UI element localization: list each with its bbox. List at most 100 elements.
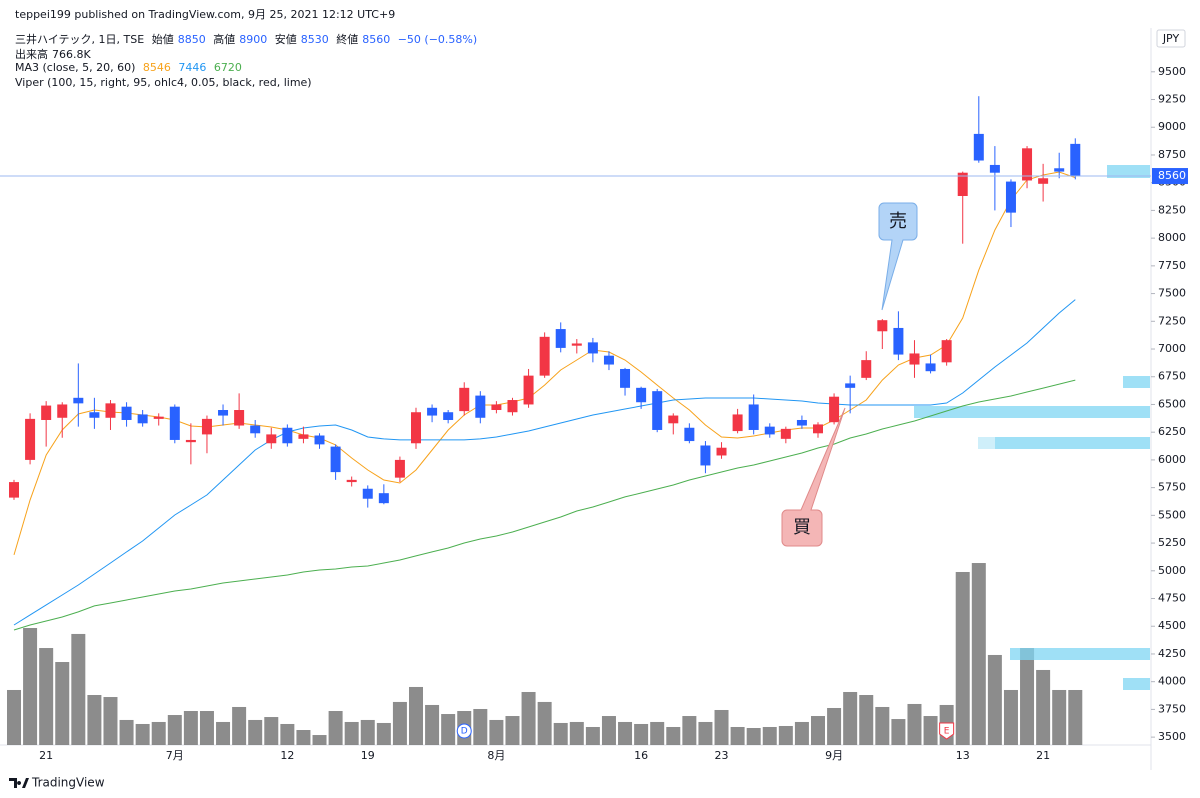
event-marker [939, 722, 955, 740]
y-tick-label: 8250 [1158, 203, 1186, 216]
volume-bar [987, 654, 1002, 745]
symbol-line: 三井ハイテック, 1日, TSE 始値 8850 高値 8900 安値 8530 終値… [15, 31, 481, 47]
ma-value: 8546 [142, 61, 171, 74]
candle-body [716, 447, 727, 456]
y-tick-label: 7000 [1158, 342, 1186, 355]
volume-bar [618, 721, 633, 745]
candle-body [282, 427, 293, 444]
y-tick-label: 5000 [1158, 564, 1186, 577]
candle-body [9, 482, 19, 498]
volume-bar [778, 725, 793, 745]
volume-bar [264, 717, 279, 745]
volume-bar [521, 691, 536, 745]
volume-bar [425, 704, 440, 745]
volume-bar [489, 719, 504, 745]
volume-bar [1052, 689, 1067, 745]
candle-body [636, 387, 647, 403]
zone [1123, 376, 1150, 388]
candle-body [925, 363, 936, 372]
volume-bar [55, 662, 70, 745]
candle-body [507, 400, 518, 413]
logo [9, 778, 29, 788]
volume-bar [119, 719, 134, 745]
volume-bar [891, 719, 906, 745]
x-tick-label: 21 [1036, 749, 1050, 762]
zone [1123, 678, 1150, 690]
volume-bar [232, 706, 247, 745]
ohlc-label: 始値 [151, 33, 174, 46]
candle-body [587, 342, 598, 354]
candle-body [571, 343, 582, 346]
candle-body [427, 407, 438, 416]
y-tick-label: 9000 [1158, 120, 1186, 133]
volume-bar [248, 719, 263, 745]
y-tick-label: 6000 [1158, 453, 1186, 466]
volume-bar [344, 721, 359, 745]
ohlc-label: 安値 [274, 33, 297, 46]
volume-bar [39, 648, 54, 745]
y-tick-label: 4000 [1158, 675, 1186, 688]
y-tick-label: 6250 [1158, 425, 1186, 438]
x-tick-label: 21 [39, 749, 53, 762]
y-tick-label: 3500 [1158, 730, 1186, 743]
candle-body [41, 405, 52, 420]
candle-body [201, 418, 212, 435]
candle-body [813, 424, 823, 434]
volume-bar [859, 695, 874, 745]
volume-bar [296, 730, 311, 745]
volume-bar [843, 691, 858, 745]
x-tick-label: 9月 [825, 749, 843, 762]
callout-text: 買 [793, 517, 811, 538]
volume-bar [553, 722, 568, 745]
x-tick-label: 7月 [166, 749, 184, 762]
volume-bar [730, 726, 745, 745]
volume-bar [441, 714, 456, 745]
volume-bar [280, 723, 295, 745]
y-tick-label: 8750 [1158, 148, 1186, 161]
volume-bar [312, 735, 327, 745]
y-tick-label: 7500 [1158, 287, 1186, 300]
volume-bar [71, 633, 86, 745]
x-tick-label: 16 [634, 749, 648, 762]
volume-bar [971, 563, 986, 745]
volume-bar [650, 721, 665, 745]
y-tick-label: 9250 [1158, 93, 1186, 106]
x-tick-label: 12 [280, 749, 294, 762]
volume-bar [376, 722, 391, 745]
volume-value: 766.8K [52, 48, 91, 61]
y-tick-label: 9500 [1158, 65, 1186, 78]
candle-body [941, 340, 952, 363]
event-marker [456, 723, 472, 739]
callout-shape [878, 202, 918, 311]
volume-bar [7, 689, 21, 745]
ma-value: 6720 [213, 61, 242, 74]
volume-bar [634, 723, 649, 745]
volume-bar [151, 721, 166, 745]
candle-body [668, 415, 679, 424]
volume-bar [827, 707, 842, 745]
candle-body [973, 133, 984, 161]
sell-callout: 売 [878, 202, 918, 311]
candle-body [137, 414, 148, 424]
volume-bar [875, 706, 890, 745]
volume-bar [473, 708, 488, 745]
candle-body [411, 412, 421, 444]
x-tick-label: 13 [956, 749, 970, 762]
candle-body [1038, 178, 1049, 184]
candle-body [909, 353, 920, 365]
volume-bar [360, 719, 375, 745]
ohlc-value: 8530 [300, 33, 329, 46]
volume-line: 出来高 766.8K [15, 46, 95, 62]
candle-body [877, 320, 888, 332]
candle-body [105, 403, 116, 418]
candle-body [394, 459, 405, 478]
volume-bar [682, 716, 697, 745]
volume-bar [167, 715, 182, 745]
volume-bar [216, 721, 231, 745]
ohlc-label: 高値 [213, 33, 236, 46]
volume-bar [811, 716, 825, 745]
y-tick-label: 5500 [1158, 508, 1186, 521]
price-label: 8560 [1158, 169, 1186, 182]
volume-bar [505, 716, 520, 745]
